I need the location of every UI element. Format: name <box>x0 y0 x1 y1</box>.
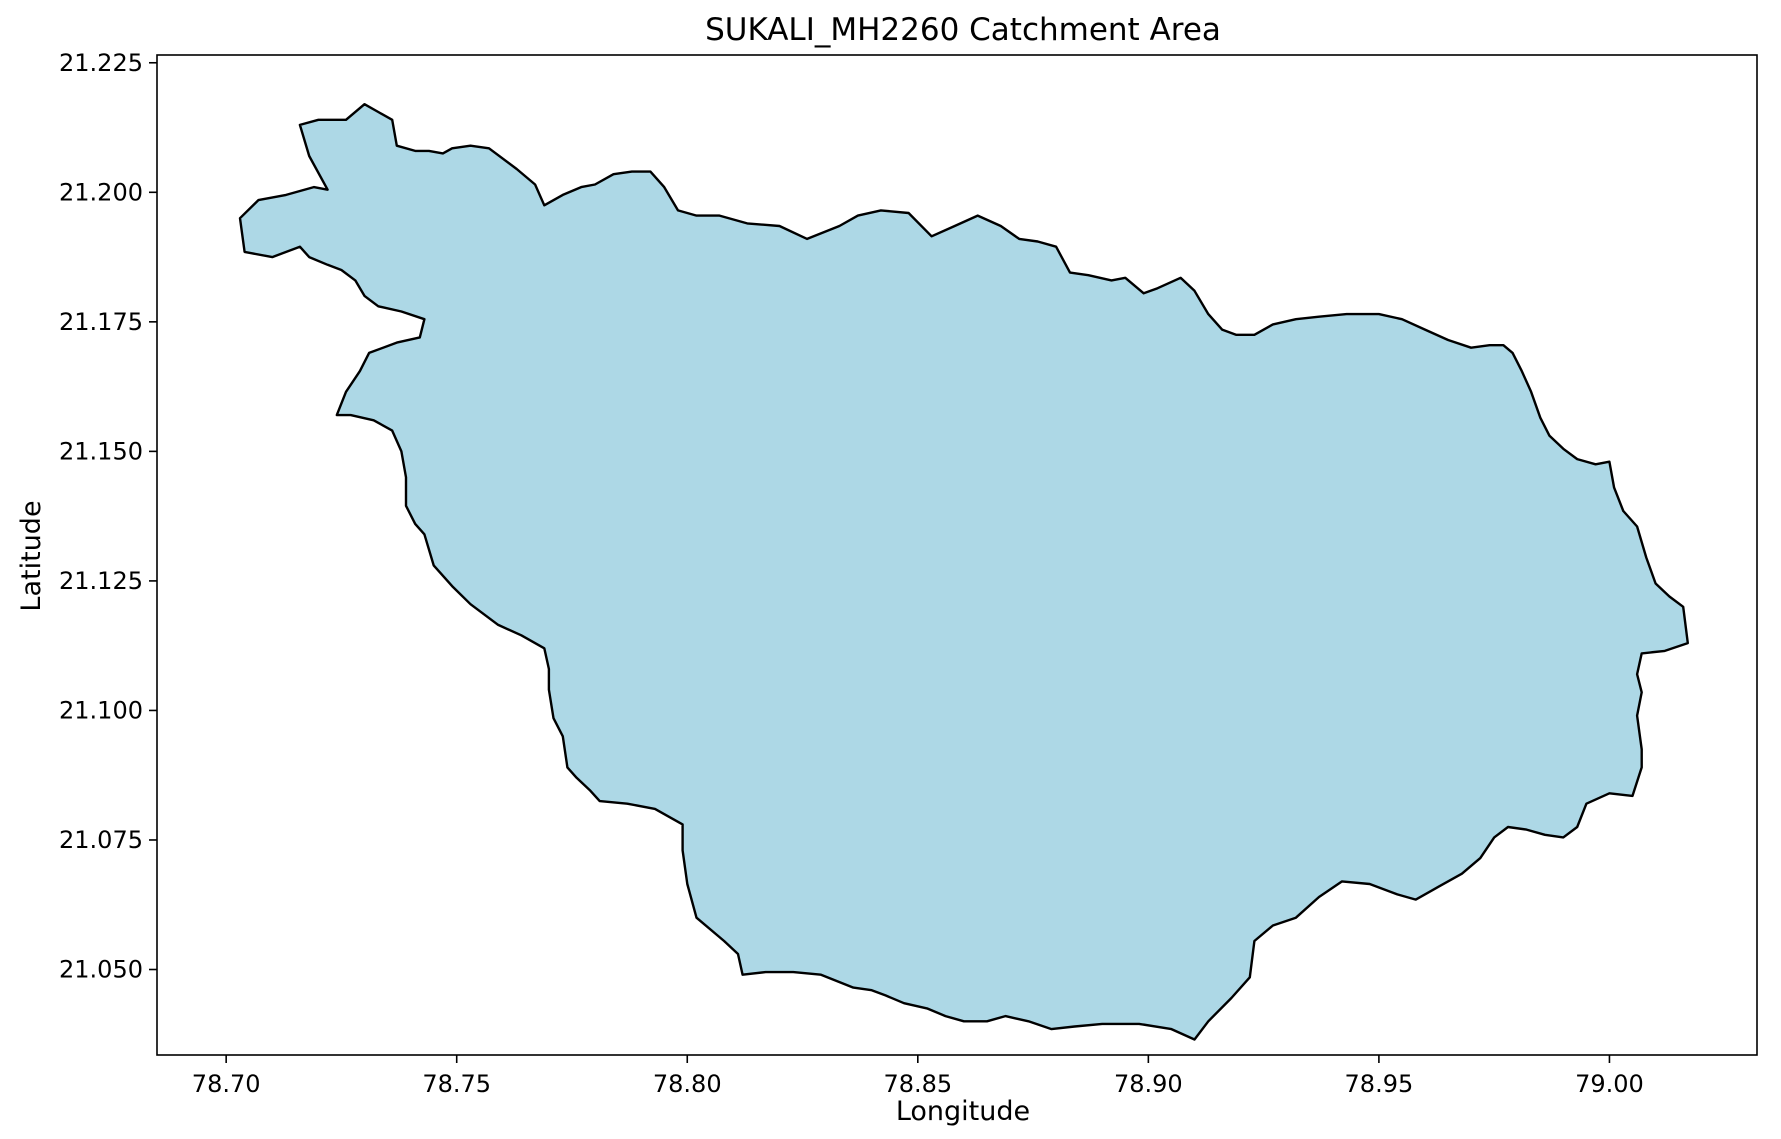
x-tick-label: 78.85 <box>883 1070 952 1098</box>
y-tick-label: 21.150 <box>59 437 143 465</box>
y-axis-label: Latitude <box>16 500 47 611</box>
x-tick-label: 78.95 <box>1345 1070 1414 1098</box>
y-tick-label: 21.075 <box>59 826 143 854</box>
x-axis-label: Longitude <box>896 1096 1030 1127</box>
x-tick-label: 78.90 <box>1114 1070 1183 1098</box>
y-axis-ticks: 21.050 21.075 21.100 21.125 21.150 21.175 21.2… <box>59 49 157 984</box>
y-tick-label: 21.125 <box>59 567 143 595</box>
x-tick-label: 78.80 <box>653 1070 722 1098</box>
y-tick-label: 21.225 <box>59 49 143 77</box>
y-tick-label: 21.200 <box>59 178 143 206</box>
chart-title: SUKALI_MH2260 Catchment Area <box>705 12 1221 48</box>
catchment-polygon <box>238 103 1689 1041</box>
y-tick-label: 21.175 <box>59 308 143 336</box>
y-tick-label: 21.100 <box>59 696 143 724</box>
y-tick-label: 21.050 <box>59 956 143 984</box>
x-tick-label: 78.75 <box>422 1070 491 1098</box>
x-tick-label: 78.70 <box>192 1070 261 1098</box>
plot-area <box>238 103 1689 1041</box>
axes-frame <box>156 54 1758 1056</box>
x-axis-ticks: 78.70 78.75 78.80 78.85 78.90 78.95 79.00 <box>192 1055 1644 1098</box>
x-tick-label: 79.00 <box>1575 1070 1644 1098</box>
